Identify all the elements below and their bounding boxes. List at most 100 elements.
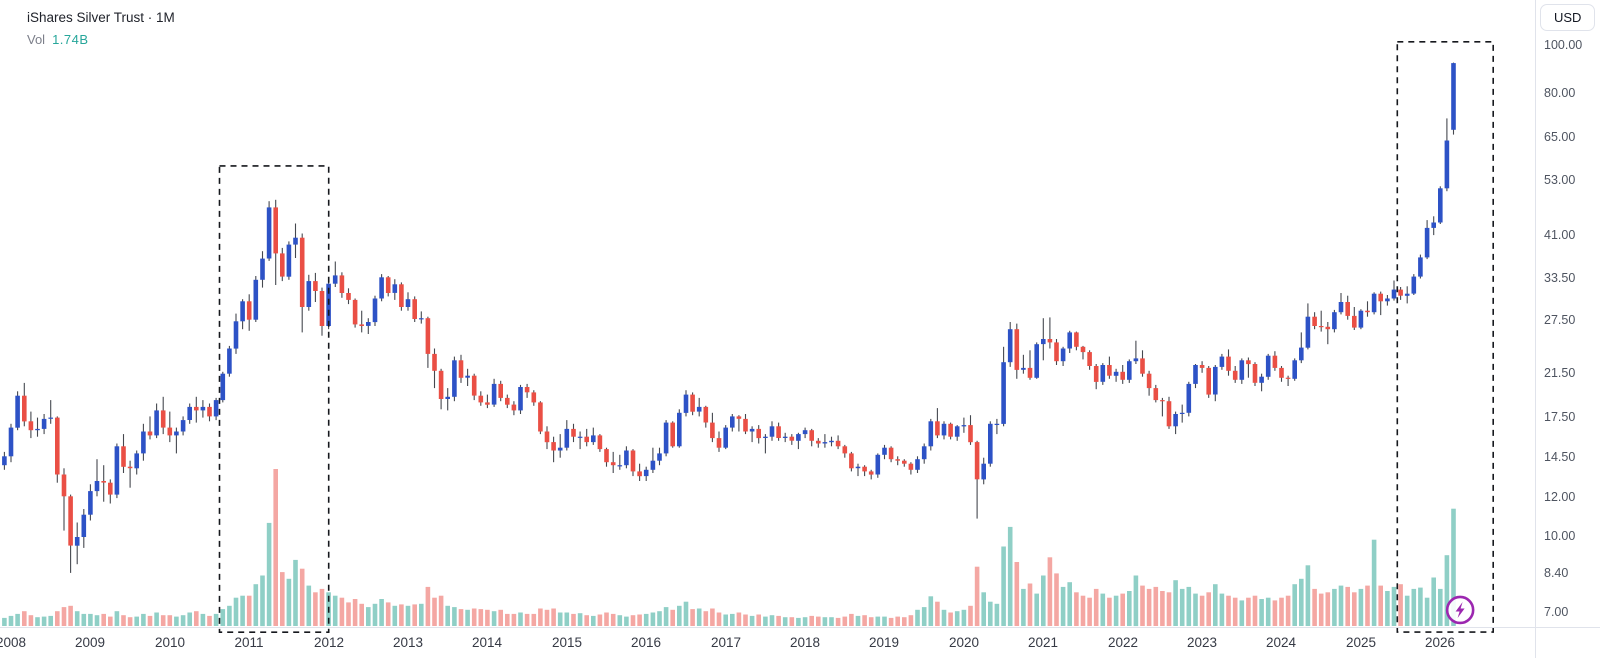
volume-bar [194, 611, 199, 626]
candle-body [1127, 361, 1132, 380]
candle-body [1352, 315, 1357, 328]
candle-body [35, 428, 40, 431]
symbol-title[interactable]: iShares Silver Trust · 1M [27, 10, 175, 25]
candle-body [941, 423, 947, 436]
volume-bar [703, 611, 709, 626]
volume-bar [710, 608, 715, 626]
candle-body [405, 299, 411, 307]
candle-body [1259, 376, 1264, 383]
price-tick-label: 8.40 [1544, 566, 1569, 580]
volume-bar [643, 613, 649, 626]
volume-bar [1431, 577, 1436, 626]
candle-body [15, 395, 20, 428]
candle-body [1021, 367, 1026, 370]
candle-body [902, 460, 907, 464]
candle-body [524, 387, 530, 393]
candle-body [498, 383, 503, 398]
volume-bar [1107, 597, 1112, 626]
price-axis[interactable]: USD 100.00 80.00 65.00 53.00 41.00 33.50 27.50… [1536, 0, 1600, 627]
volume-bar [1318, 593, 1324, 626]
candle-body [1080, 346, 1086, 353]
price-tick-label: 17.50 [1544, 410, 1576, 424]
time-axis[interactable]: 2008 2009 2010 2011 2012 2013 2014 2015 2016 2017… [0, 630, 1535, 658]
volume-bar [736, 612, 742, 626]
volume-bar [875, 616, 881, 626]
candle-body [968, 425, 973, 443]
candle-body [1431, 222, 1436, 228]
volume-bar [630, 615, 636, 626]
volume-bar [1179, 588, 1185, 626]
volume-bar [776, 615, 781, 626]
candle-body [200, 406, 206, 411]
price-chart-canvas[interactable] [0, 0, 1535, 658]
volume-series[interactable] [2, 469, 1456, 627]
volume-bar [405, 605, 411, 626]
candle-body [194, 406, 199, 411]
candle-body [101, 481, 106, 483]
volume-bar [74, 611, 80, 626]
price-tick-label: 27.50 [1544, 313, 1576, 327]
price-tick-label: 53.00 [1544, 173, 1576, 187]
chart-legend: iShares Silver Trust · 1M Vol 1.74B [27, 8, 175, 49]
candle-wicks [3, 62, 1455, 573]
volume-bar [1166, 592, 1172, 626]
volume-bar [935, 601, 940, 626]
volume-value: 1.74B [52, 31, 89, 47]
candle-body [617, 465, 623, 467]
volume-bar [68, 605, 73, 626]
volume-bar [557, 612, 563, 626]
candle-body [624, 450, 629, 466]
candle-body [74, 537, 80, 546]
volume-bar [961, 609, 967, 626]
candle-body [577, 436, 583, 438]
volume-bar [134, 616, 139, 626]
candle-body [1391, 289, 1397, 299]
candle-body [1001, 362, 1006, 424]
candle-body [81, 514, 87, 537]
volume-bar [1219, 593, 1225, 626]
lightning-badge-icon[interactable] [1445, 595, 1475, 625]
volume-bar [28, 615, 34, 626]
volume-bar [379, 599, 384, 626]
volume-bar [888, 617, 894, 626]
volume-bar [730, 613, 735, 626]
volume-bar [1325, 592, 1331, 626]
candle-body [213, 400, 219, 417]
candle-body [154, 410, 159, 436]
volume-bar [1365, 585, 1370, 626]
year-tick-label: 2012 [313, 635, 345, 650]
candle-body [961, 425, 967, 427]
volume-bar [266, 522, 272, 626]
candle-body [1272, 355, 1278, 368]
candle-body [94, 481, 100, 492]
candle-body [988, 423, 993, 464]
price-tick-label: 100.00 [1544, 38, 1583, 52]
volume-bar [749, 615, 755, 626]
volume-bar [1120, 593, 1125, 626]
price-tick-label: 12.00 [1544, 490, 1576, 504]
candle-body [703, 406, 709, 423]
candle-body [293, 237, 298, 245]
volume-bar [518, 612, 523, 626]
volume-bar [299, 568, 305, 626]
volume-row: Vol 1.74B [27, 31, 175, 50]
candlestick-series[interactable] [2, 63, 1456, 546]
volume-bar [1041, 575, 1046, 627]
volume-bar [743, 614, 748, 626]
candle-body [478, 395, 484, 403]
volume-bar [359, 603, 364, 626]
year-tick-label: 2017 [710, 635, 742, 650]
candle-body [796, 434, 801, 441]
currency-button[interactable]: USD [1540, 4, 1596, 31]
year-tick-label: 2020 [948, 635, 980, 650]
candle-body [412, 299, 417, 319]
candle-body [1087, 352, 1092, 366]
candle-body [1054, 342, 1059, 362]
volume-bar [835, 617, 841, 626]
candle-body [108, 482, 113, 495]
volume-bar [1027, 583, 1033, 626]
candle-body [736, 416, 742, 419]
volume-bar [604, 612, 609, 626]
volume-bar [696, 608, 702, 626]
price-tick-label: 7.00 [1544, 605, 1569, 619]
